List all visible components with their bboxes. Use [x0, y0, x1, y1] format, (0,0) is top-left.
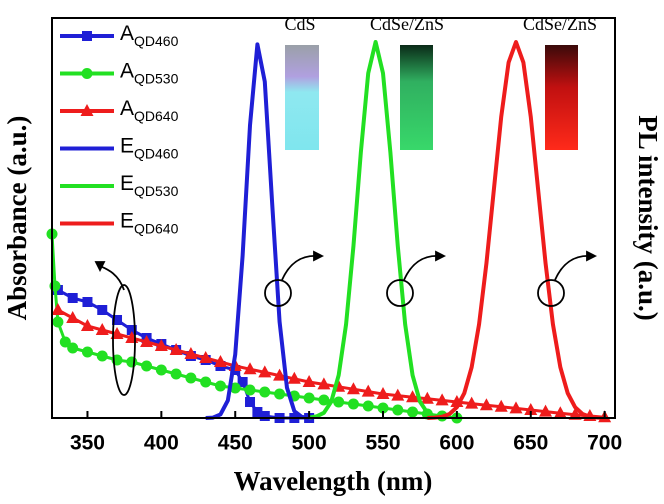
marker [82, 297, 93, 307]
series-line [308, 40, 443, 420]
marker [377, 402, 389, 414]
marker [112, 315, 123, 325]
marker [229, 382, 241, 394]
marker [465, 396, 479, 409]
x-tick-label: 450 [218, 432, 253, 455]
marker [245, 397, 256, 407]
marker [391, 388, 405, 401]
y-axis-title: Absorbance (a.u.) [2, 116, 32, 321]
marker [362, 400, 374, 412]
x-tick-label: 350 [70, 432, 105, 455]
marker [81, 346, 93, 358]
legend-label: EQD640 [120, 209, 179, 236]
marker [259, 386, 271, 398]
marker [347, 398, 359, 410]
marker [59, 336, 71, 348]
marker [303, 392, 315, 404]
legend-label: EQD530 [120, 172, 179, 199]
x-tick-label: 650 [513, 432, 548, 455]
marker [97, 305, 108, 315]
annotation: CdSe/ZnS [523, 14, 597, 34]
marker [406, 390, 420, 403]
marker [80, 319, 94, 331]
series-line [205, 42, 310, 420]
marker [200, 376, 212, 388]
marker [568, 407, 582, 420]
legend-label: AQD460 [120, 22, 179, 49]
marker [185, 372, 197, 384]
marker [435, 393, 449, 406]
marker [244, 384, 256, 396]
marker [237, 377, 248, 387]
marker [317, 377, 331, 390]
axes-frame [51, 17, 616, 419]
marker [333, 396, 345, 408]
x-tick-label: 550 [365, 432, 400, 455]
marker [287, 371, 301, 384]
marker [274, 388, 286, 400]
marker [51, 303, 65, 315]
marker [318, 394, 330, 406]
marker [252, 407, 263, 417]
marker [214, 380, 226, 392]
marker [140, 335, 154, 347]
marker [479, 398, 493, 411]
marker [494, 399, 508, 412]
marker [213, 355, 227, 367]
marker [259, 411, 270, 421]
marker [126, 325, 137, 335]
x-tick-label: 700 [587, 432, 622, 455]
x-axis-title: Wavelength (nm) [234, 466, 433, 496]
marker [169, 343, 183, 355]
legend-label: AQD640 [120, 97, 179, 124]
marker [258, 365, 272, 378]
annotation: CdSe/ZnS [370, 14, 444, 34]
x-tick-label: 400 [144, 432, 179, 455]
marker [346, 382, 360, 395]
vial-photo [400, 45, 433, 150]
annotation-markers [94, 250, 598, 396]
marker [243, 362, 257, 375]
marker [539, 404, 553, 417]
marker [302, 375, 316, 387]
marker [96, 350, 108, 362]
marker [67, 293, 78, 303]
marker [420, 391, 434, 404]
marker [273, 368, 287, 381]
marker [170, 368, 182, 380]
marker [361, 384, 375, 397]
x-tick-label: 600 [439, 432, 474, 455]
marker [52, 316, 64, 328]
marker [184, 347, 198, 359]
marker [509, 401, 523, 414]
marker [141, 360, 153, 372]
marker [154, 339, 168, 351]
annotation: CdS [284, 14, 315, 34]
x-tick-label: 500 [292, 432, 327, 455]
marker [392, 404, 404, 416]
vial-photo [545, 45, 578, 150]
legend-label: EQD460 [120, 134, 179, 161]
marker [407, 406, 419, 418]
marker [95, 323, 109, 335]
vial-photo [285, 45, 319, 150]
marker [376, 387, 390, 399]
marker [155, 364, 167, 376]
marker [553, 406, 567, 419]
series-line [427, 40, 605, 420]
y2-axis-title: PL intensity (a.u.) [633, 115, 663, 321]
marker [66, 311, 80, 323]
legend-label: AQD530 [120, 59, 179, 86]
marker [67, 342, 79, 354]
marker [524, 403, 538, 415]
marker [126, 356, 138, 368]
marker [199, 351, 213, 363]
